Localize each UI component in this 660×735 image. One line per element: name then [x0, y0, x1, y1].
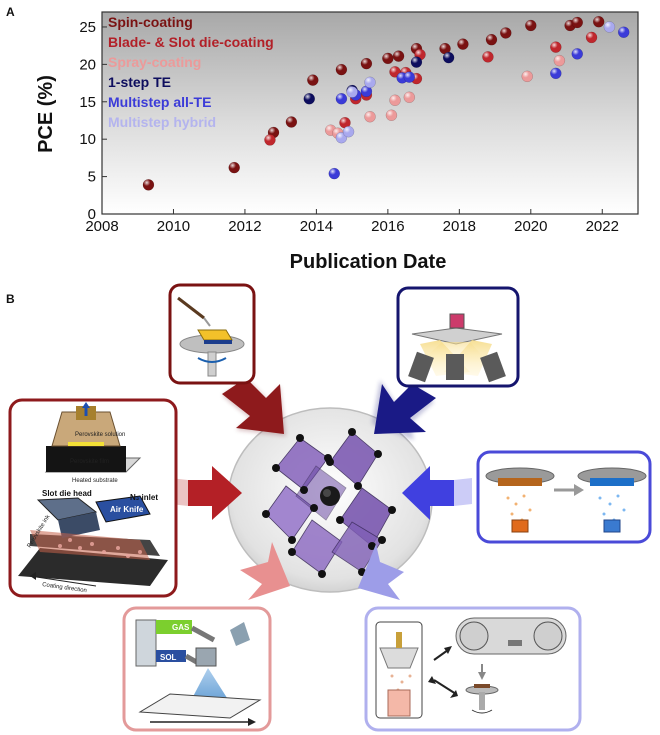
data-point-0	[571, 16, 584, 29]
panel-b-label: B	[6, 292, 15, 306]
legend: Spin-coating Blade- & Slot die-coating S…	[108, 14, 274, 130]
legend-blade: Blade- & Slot die-coating	[108, 34, 274, 50]
arrow-te-icon	[372, 380, 436, 440]
arrow-spin-icon	[222, 378, 286, 436]
data-point-5	[342, 125, 355, 138]
data-point-5	[603, 21, 616, 33]
y-tick-label: 0	[88, 206, 96, 223]
x-tick-label: 2014	[300, 218, 333, 235]
panel-a-label: A	[6, 5, 15, 19]
y-tick-label: 25	[79, 19, 96, 36]
data-point-0	[228, 161, 240, 174]
x-tick-label: 2012	[228, 218, 261, 235]
data-point-0	[500, 27, 512, 39]
spin-coating-box	[168, 283, 256, 385]
data-point-5	[364, 76, 376, 89]
data-point-2	[521, 70, 533, 83]
data-point-4	[328, 167, 341, 180]
y-tick-label: 15	[79, 94, 96, 111]
data-point-3	[303, 93, 316, 105]
x-tick-label: 2018	[443, 218, 476, 235]
data-point-2	[385, 109, 398, 121]
label-n2-inlet: N₂ inlet	[130, 493, 158, 502]
label-slot-die-head: Slot die head	[42, 489, 92, 498]
label-gas: GAS	[172, 623, 190, 632]
data-point-3	[442, 51, 455, 64]
blade-coater-icon	[44, 402, 142, 473]
data-point-0	[592, 15, 605, 28]
data-point-0	[382, 52, 394, 65]
data-point-1	[550, 41, 562, 53]
slot-die-head-icon	[18, 495, 168, 586]
data-point-4	[403, 71, 416, 83]
x-tick-label: 2020	[514, 218, 547, 235]
y-tick-label: 20	[79, 56, 96, 73]
hybrid-process-icon	[375, 617, 567, 719]
data-point-2	[553, 54, 566, 67]
legend-te1: 1-step TE	[108, 74, 171, 90]
label-air-knife: Air Knife	[110, 505, 144, 514]
data-point-1	[482, 51, 494, 63]
spray-coating-box: GAS SOL	[122, 606, 272, 732]
data-point-0	[335, 63, 348, 76]
data-point-0	[285, 116, 298, 128]
arrow-spray-icon	[240, 542, 290, 600]
x-axis-title: Publication Date	[290, 251, 447, 273]
label-sol: SOL	[160, 653, 177, 662]
label-film: Perovskite film	[70, 459, 109, 465]
data-point-1	[585, 31, 598, 44]
data-point-2	[389, 94, 401, 107]
data-point-0	[439, 42, 451, 55]
spray-nozzle-icon	[135, 619, 262, 726]
label-precursor: Perovskite solution	[75, 432, 125, 438]
x-tick-label: 2016	[371, 218, 404, 235]
x-tick-label: 2022	[586, 218, 619, 235]
data-point-0	[307, 74, 319, 86]
data-point-0	[392, 50, 405, 62]
slot-die-box: Perovskite solution Perovskite film Heat…	[8, 398, 178, 598]
data-point-4	[571, 48, 584, 60]
multistep-hybrid-box	[364, 606, 582, 732]
y-tick-label: 10	[79, 131, 96, 148]
y-axis: 0 5 10 15 20 25	[79, 19, 107, 223]
data-point-5	[346, 86, 358, 98]
x-tick-label: 2008	[85, 218, 118, 235]
spin-coater-icon	[177, 296, 245, 377]
y-tick-label: 5	[88, 169, 96, 186]
multistep-te-box	[476, 450, 652, 544]
data-point-1	[264, 134, 276, 146]
data-point-0	[457, 38, 469, 50]
data-point-3	[410, 56, 423, 68]
data-point-4	[335, 93, 348, 105]
arrow-multistep-te-icon	[402, 466, 472, 520]
data-point-0	[485, 33, 498, 46]
thermal-evaporation-box	[396, 286, 520, 388]
legend-spray: Spray-coating	[108, 54, 201, 70]
data-point-2	[364, 110, 376, 123]
x-tick-label: 2010	[157, 218, 190, 235]
data-point-1	[339, 116, 351, 129]
arrows	[170, 378, 472, 600]
scatter-points	[142, 15, 630, 191]
y-axis-title: PCE (%)	[35, 75, 57, 153]
data-point-4	[617, 26, 630, 38]
conversion-icon	[485, 467, 647, 533]
data-point-4	[550, 67, 562, 80]
x-axis: 2008 2010 2012 2014 2016 2018 2020 2022	[85, 209, 619, 235]
legend-hybrid: Multistep hybrid	[108, 114, 216, 130]
perovskite-crystal-icon	[262, 428, 396, 578]
data-point-2	[403, 91, 416, 104]
legend-spin: Spin-coating	[108, 14, 193, 30]
data-point-0	[525, 19, 537, 32]
data-point-0	[142, 179, 155, 191]
data-point-0	[360, 57, 373, 70]
evaporator-icon	[408, 313, 506, 383]
legend-multi-te: Multistep all-TE	[108, 94, 211, 110]
label-substrate: Heated substrate	[72, 478, 118, 484]
arrow-hybrid-icon	[358, 544, 404, 600]
